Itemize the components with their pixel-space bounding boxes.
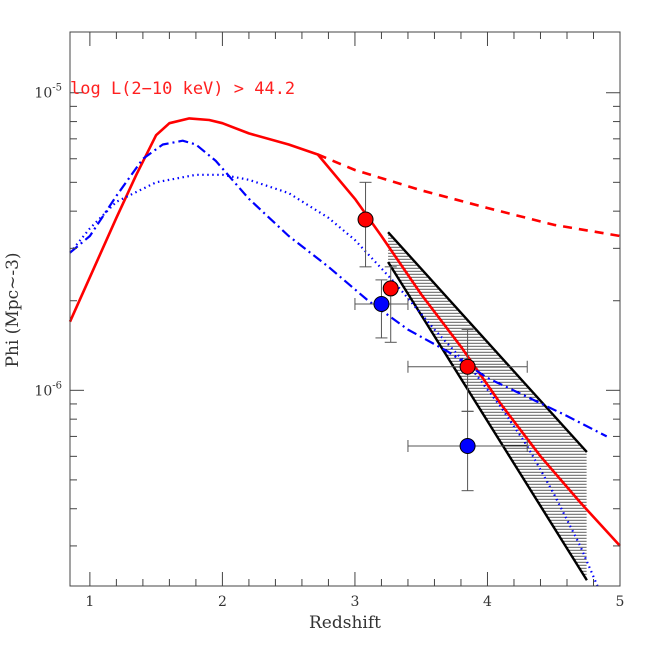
- data-points: [354, 181, 528, 492]
- y-tick-label-base: 10: [34, 86, 52, 102]
- series-red-dashed: [317, 153, 621, 238]
- y-tick-label: 10-5: [34, 83, 62, 102]
- x-axis-ticks: 1 2 3 4 5: [85, 32, 624, 610]
- x-axis-label: Redshift: [309, 613, 381, 633]
- series-red-solid: [68, 117, 621, 547]
- y-tick-label-exponent: -6: [52, 380, 62, 391]
- y-axis-ticks: 10-610-5: [34, 83, 620, 547]
- model-curves: [68, 117, 621, 587]
- band-upper-edge: [387, 231, 588, 453]
- data-point-blue-4: [459, 437, 476, 454]
- data-point-red-0: [357, 211, 374, 228]
- y-tick-label: 10-6: [34, 380, 62, 399]
- x-tick-label: 1: [85, 594, 94, 610]
- x-tick-label: 4: [483, 594, 492, 610]
- x-tick-label: 5: [616, 594, 625, 610]
- y-tick-label-exponent: -5: [52, 83, 62, 94]
- y-tick-label-base: 10: [34, 383, 52, 399]
- series-blue-dotted: [69, 173, 599, 587]
- x-tick-label: 2: [218, 594, 227, 610]
- data-point-red-1: [382, 280, 399, 297]
- chart-annotation: log L(2−10 keV) > 44.2: [70, 79, 295, 99]
- data-point-blue-2: [373, 296, 390, 313]
- data-point-red-3: [459, 358, 476, 375]
- plot-frame: [69, 31, 621, 587]
- x-tick-label: 3: [350, 594, 359, 610]
- series-blue-dashdot: [69, 139, 608, 438]
- y-axis-label: Phi (Mpc~-3): [3, 252, 23, 367]
